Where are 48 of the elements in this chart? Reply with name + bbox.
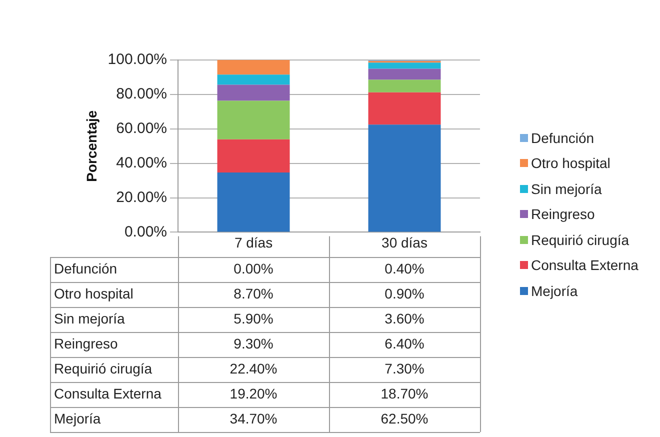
y-tick-label: 80.00% — [116, 86, 168, 103]
data-label: 0.90% — [384, 285, 424, 302]
data-label: 62.50% — [380, 410, 428, 426]
data-label: 22.40% — [230, 360, 278, 376]
bar — [368, 92, 441, 125]
bar — [368, 80, 441, 92]
legend-label: Reingreso — [531, 206, 595, 222]
data-label: 5.90% — [234, 310, 274, 326]
text: Mejoría — [54, 410, 101, 426]
bar — [368, 62, 441, 69]
legend-label: Sin mejoría — [531, 180, 602, 197]
data-label: 0.00% — [234, 260, 274, 276]
y-tick-label: 40.00% — [116, 154, 168, 172]
legend-label: Mejoría — [531, 282, 578, 299]
bar — [368, 124, 441, 232]
text: Requirió cirugía — [54, 360, 152, 376]
legend-label: Otro hospital — [531, 155, 610, 172]
bar — [217, 74, 290, 85]
x-tick-label: 7 días — [234, 234, 273, 250]
data-label: 9.30% — [234, 335, 274, 352]
y-tick-label: 60.00% — [116, 120, 168, 138]
y-tick-label: 0.00% — [124, 223, 168, 240]
bar — [217, 172, 290, 232]
bar — [217, 100, 290, 140]
y-tick-label: 20.00% — [116, 188, 168, 206]
text: Consulta Externa — [54, 385, 162, 402]
data-label: 19.20% — [230, 385, 278, 402]
data-label: 7.30% — [384, 360, 424, 376]
text: Otro hospital — [54, 285, 134, 302]
data-label: 34.70% — [230, 410, 278, 426]
x-tick-label: 30 días — [382, 234, 428, 250]
data-label: 18.70% — [380, 385, 428, 402]
legend-label: Requirió cirugía — [531, 232, 630, 248]
bar — [217, 60, 290, 75]
bar — [368, 68, 441, 80]
data-label: 8.70% — [234, 285, 274, 302]
legend-label: Consulta Externa — [531, 257, 638, 274]
legend-label: Defunción — [531, 130, 594, 146]
data-label: 3.60% — [384, 310, 424, 326]
text: Reingreso — [54, 335, 118, 352]
y-axis-title: Porcentaje — [83, 110, 100, 182]
text: Defunción — [54, 260, 118, 276]
bar — [217, 84, 290, 101]
bar — [217, 139, 290, 172]
text: Sin mejoría — [54, 310, 125, 326]
data-label: 0.40% — [384, 260, 424, 276]
y-tick-label: 100.00% — [108, 51, 168, 68]
data-label: 6.40% — [384, 335, 424, 352]
